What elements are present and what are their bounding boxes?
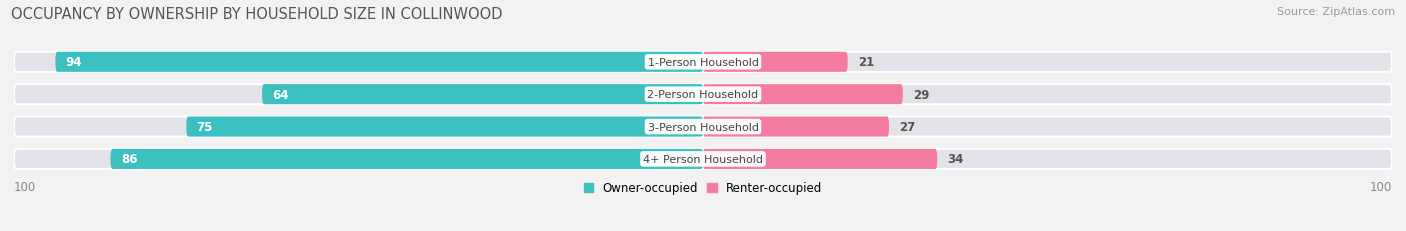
Text: 1-Person Household: 1-Person Household [648, 58, 758, 67]
Text: OCCUPANCY BY OWNERSHIP BY HOUSEHOLD SIZE IN COLLINWOOD: OCCUPANCY BY OWNERSHIP BY HOUSEHOLD SIZE… [11, 7, 503, 22]
FancyBboxPatch shape [703, 85, 903, 105]
FancyBboxPatch shape [703, 117, 889, 137]
Text: 3-Person Household: 3-Person Household [648, 122, 758, 132]
Text: 75: 75 [197, 121, 212, 134]
FancyBboxPatch shape [14, 52, 1392, 73]
Text: 86: 86 [121, 153, 138, 166]
FancyBboxPatch shape [111, 149, 703, 169]
FancyBboxPatch shape [14, 149, 1392, 169]
Text: 94: 94 [66, 56, 82, 69]
FancyBboxPatch shape [703, 52, 848, 73]
FancyBboxPatch shape [186, 117, 703, 137]
Text: 4+ Person Household: 4+ Person Household [643, 154, 763, 164]
Text: 100: 100 [1369, 180, 1392, 193]
Text: Source: ZipAtlas.com: Source: ZipAtlas.com [1277, 7, 1395, 17]
FancyBboxPatch shape [14, 85, 1392, 105]
Text: 27: 27 [900, 121, 915, 134]
Text: 21: 21 [858, 56, 875, 69]
Text: 100: 100 [14, 180, 37, 193]
Text: 34: 34 [948, 153, 965, 166]
FancyBboxPatch shape [262, 85, 703, 105]
FancyBboxPatch shape [55, 52, 703, 73]
Text: 2-Person Household: 2-Person Household [647, 90, 759, 100]
Legend: Owner-occupied, Renter-occupied: Owner-occupied, Renter-occupied [579, 177, 827, 199]
FancyBboxPatch shape [703, 149, 938, 169]
Text: 64: 64 [273, 88, 288, 101]
Text: 29: 29 [912, 88, 929, 101]
FancyBboxPatch shape [14, 117, 1392, 137]
